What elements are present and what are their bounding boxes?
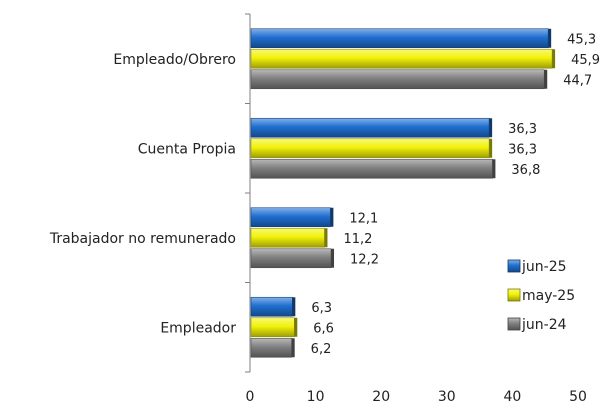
value-label-empleado-obrero-jun-24: 44,7	[563, 73, 592, 88]
bar-edge-trabajador-no-remunerado-jun-24	[331, 248, 335, 268]
value-label-cuenta-propia-jun-24: 36,8	[511, 163, 540, 178]
legend: jun-25 may-25 jun-24	[507, 259, 575, 333]
x-tick-label-20: 20	[372, 389, 390, 405]
value-label-trabajador-no-remunerado-jun-24: 12,2	[350, 252, 379, 267]
bar-trabajador-no-remunerado-jun-25	[250, 207, 331, 228]
x-tick-label-30: 30	[438, 389, 456, 405]
bar-edge-trabajador-no-remunerado-may-25	[324, 228, 328, 248]
legend-swatch-jun-24	[507, 317, 521, 331]
legend-swatch-may-25	[507, 288, 521, 302]
bar-edge-cuenta-propia-may-25	[489, 138, 493, 158]
value-label-empleador-may-25: 6,6	[313, 321, 334, 336]
value-label-empleador-jun-24: 6,2	[311, 342, 332, 357]
legend-label-may-25: may-25	[522, 288, 575, 304]
category-label-cuenta-propia: Cuenta Propia	[138, 141, 236, 157]
value-label-trabajador-no-remunerado-jun-25: 12,1	[349, 211, 378, 226]
value-label-trabajador-no-remunerado-may-25: 11,2	[343, 232, 372, 247]
category-label-empleado-obrero: Empleado/Obrero	[113, 52, 236, 68]
bar-edge-cuenta-propia-jun-24	[492, 159, 496, 179]
legend-label-jun-24: jun-24	[521, 317, 567, 333]
plot-area: Empleado/Obrero 45,3 45,9 44,7 Cuenta Propia…	[49, 13, 600, 373]
bar-cuenta-propia-may-25	[250, 138, 490, 159]
value-label-empleado-obrero-may-25: 45,9	[571, 53, 600, 68]
x-tick-label-10: 10	[307, 389, 325, 405]
bar-edge-empleador-may-25	[294, 317, 298, 337]
bar-empleado-obrero-jun-25	[250, 28, 549, 49]
bar-cuenta-propia-jun-25	[250, 117, 490, 138]
bar-empleado-obrero-may-25	[250, 48, 553, 69]
bar-edge-empleado-obrero-may-25	[552, 49, 556, 69]
x-axis: 0 10 20 30 40 50	[246, 389, 587, 405]
value-label-cuenta-propia-may-25: 36,3	[508, 142, 537, 157]
value-label-empleado-obrero-jun-25: 45,3	[567, 32, 596, 47]
bar-cuenta-propia-jun-24	[250, 158, 493, 179]
bar-empleador-jun-25	[250, 296, 293, 317]
bar-empleado-obrero-jun-24	[250, 69, 545, 90]
value-label-cuenta-propia-jun-25: 36,3	[508, 122, 537, 137]
x-tick-label-40: 40	[503, 389, 521, 405]
bar-edge-trabajador-no-remunerado-jun-25	[330, 207, 334, 227]
legend-swatch-jun-25	[507, 259, 521, 273]
bar-edge-empleado-obrero-jun-24	[544, 69, 548, 89]
bar-trabajador-no-remunerado-may-25	[250, 227, 325, 248]
x-tick-label-50: 50	[569, 389, 587, 405]
bar-edge-empleado-obrero-jun-25	[548, 28, 552, 48]
legend-label-jun-25: jun-25	[521, 259, 567, 275]
value-label-empleador-jun-25: 6,3	[311, 301, 332, 316]
bar-empleador-may-25	[250, 317, 295, 338]
bar-edge-cuenta-propia-jun-25	[489, 118, 493, 138]
bar-trabajador-no-remunerado-jun-24	[250, 248, 332, 269]
bar-edge-empleador-jun-24	[291, 338, 295, 358]
category-label-trabajador-no-remunerado: Trabajador no remunerado	[49, 231, 236, 247]
bar-edge-empleador-jun-25	[292, 297, 296, 317]
x-tick-label-0: 0	[246, 389, 255, 405]
bar-empleador-jun-24	[250, 337, 292, 358]
category-label-empleador: Empleador	[160, 320, 236, 336]
